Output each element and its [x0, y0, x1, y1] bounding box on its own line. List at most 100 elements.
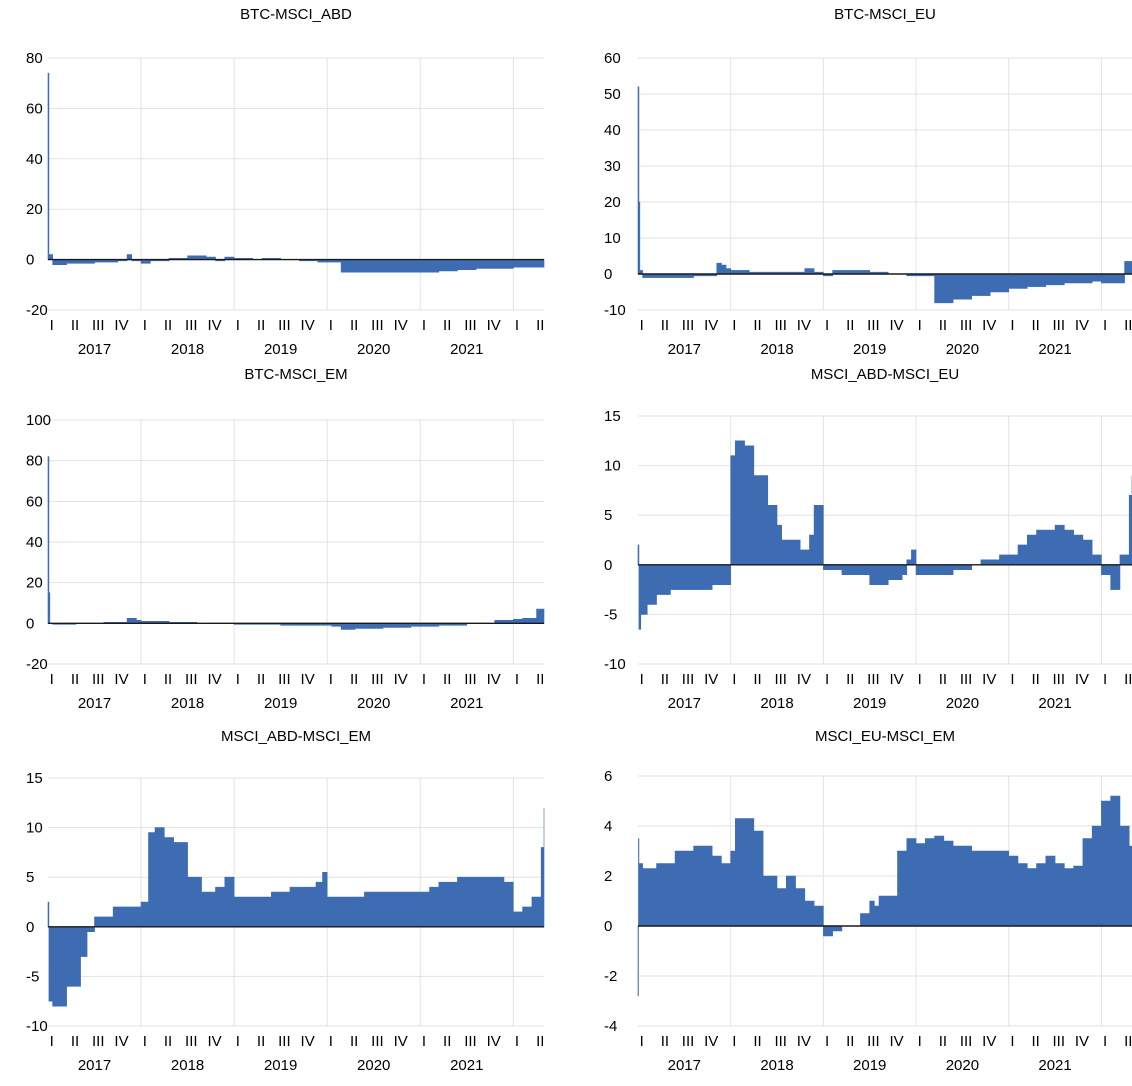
x-quarter-label: I — [422, 317, 426, 334]
x-quarter-label: III — [92, 1033, 105, 1050]
x-quarter-label: I — [236, 1033, 240, 1050]
x-quarter-label: I — [918, 317, 922, 334]
x-quarter-label: II — [164, 317, 172, 334]
x-quarter-label: IV — [704, 1033, 718, 1050]
x-quarter-label: I — [732, 1033, 736, 1050]
x-quarter-label: IV — [704, 317, 718, 334]
x-quarter-label: I — [236, 671, 240, 688]
series-area — [637, 86, 1132, 304]
x-year-label: 2017 — [668, 341, 701, 358]
x-quarter-label: III — [278, 317, 291, 334]
x-quarter-label: III — [464, 1033, 477, 1050]
x-year-label: 2018 — [760, 695, 793, 712]
x-quarter-label: I — [825, 1033, 829, 1050]
x-year-label: 2021 — [450, 341, 483, 358]
x-year-label: 2019 — [264, 1057, 297, 1074]
y-tick-label: 10 — [26, 820, 43, 837]
x-quarter-label: III — [867, 671, 880, 688]
x-quarter-label: I — [50, 317, 54, 334]
series-area — [47, 807, 545, 1007]
x-year-label: 2018 — [760, 341, 793, 358]
x-quarter-label: IV — [487, 1033, 501, 1050]
x-year-label: 2019 — [264, 695, 297, 712]
x-year-label: 2018 — [171, 695, 204, 712]
x-quarter-label: IV — [114, 317, 128, 334]
x-quarter-label: I — [1010, 1033, 1014, 1050]
y-tick-label: -10 — [604, 302, 626, 319]
x-quarter-label: III — [185, 671, 198, 688]
x-year-label: 2020 — [946, 695, 979, 712]
x-quarter-label: IV — [1075, 1033, 1089, 1050]
x-quarter-label: IV — [982, 317, 996, 334]
y-tick-label: 40 — [26, 151, 43, 168]
x-year-label: 2019 — [853, 695, 886, 712]
x-quarter-label: II — [1031, 317, 1039, 334]
x-quarter-label: I — [422, 671, 426, 688]
x-quarter-label: I — [1010, 317, 1014, 334]
x-quarter-label: II — [1124, 671, 1132, 688]
x-quarter-label: II — [1031, 671, 1039, 688]
x-quarter-label: I — [329, 671, 333, 688]
x-quarter-label: IV — [889, 317, 903, 334]
x-quarter-label: I — [640, 671, 644, 688]
y-tick-label: 5 — [604, 507, 612, 524]
x-quarter-label: III — [682, 317, 695, 334]
x-quarter-label: I — [143, 671, 147, 688]
x-quarter-label: II — [753, 1033, 761, 1050]
x-quarter-label: III — [867, 1033, 880, 1050]
x-quarter-label: III — [371, 1033, 384, 1050]
x-quarter-label: III — [185, 1033, 198, 1050]
x-quarter-label: III — [774, 317, 787, 334]
x-quarter-label: IV — [394, 671, 408, 688]
x-quarter-label: I — [918, 671, 922, 688]
y-tick-label: 4 — [604, 818, 612, 835]
y-tick-label: -5 — [26, 968, 39, 985]
x-quarter-label: IV — [487, 671, 501, 688]
y-tick-label: 15 — [604, 408, 621, 425]
x-quarter-label: IV — [487, 317, 501, 334]
x-quarter-label: I — [918, 1033, 922, 1050]
x-year-label: 2017 — [668, 1057, 701, 1074]
x-quarter-label: I — [143, 1033, 147, 1050]
x-quarter-label: II — [350, 1033, 358, 1050]
x-quarter-label: III — [371, 671, 384, 688]
x-year-label: 2021 — [1038, 341, 1071, 358]
x-quarter-label: I — [1103, 1033, 1107, 1050]
x-quarter-label: I — [515, 1033, 519, 1050]
y-tick-label: 2 — [604, 868, 612, 885]
x-quarter-label: I — [329, 1033, 333, 1050]
x-quarter-label: III — [774, 1033, 787, 1050]
x-quarter-label: III — [1053, 671, 1066, 688]
chart-title: BTC-MSCI_ABD — [240, 6, 352, 23]
x-quarter-label: III — [960, 671, 973, 688]
y-tick-label: 0 — [26, 252, 34, 269]
x-year-label: 2021 — [450, 1057, 483, 1074]
x-quarter-label: II — [257, 317, 265, 334]
chart-title: MSCI_EU-MSCI_EM — [814, 728, 956, 745]
x-quarter-label: IV — [982, 1033, 996, 1050]
series-area — [637, 795, 1132, 997]
x-year-label: 2021 — [1038, 1057, 1071, 1074]
x-quarter-label: IV — [394, 1033, 408, 1050]
x-quarter-label: IV — [207, 1033, 221, 1050]
x-quarter-label: I — [1010, 671, 1014, 688]
y-tick-label: 0 — [26, 615, 34, 632]
x-quarter-label: IV — [889, 1033, 903, 1050]
x-year-label: 2018 — [171, 1057, 204, 1074]
x-year-label: 2020 — [946, 341, 979, 358]
series-area — [47, 72, 545, 273]
x-quarter-label: IV — [704, 671, 718, 688]
x-quarter-label: III — [464, 317, 477, 334]
x-quarter-label: III — [682, 671, 695, 688]
x-quarter-label: I — [515, 671, 519, 688]
x-quarter-label: IV — [1075, 671, 1089, 688]
x-year-label: 2020 — [357, 1057, 390, 1074]
y-tick-label: 40 — [604, 122, 621, 139]
x-quarter-label: III — [464, 671, 477, 688]
x-quarter-label: I — [1103, 671, 1107, 688]
series-area — [47, 456, 545, 630]
x-quarter-label: IV — [207, 317, 221, 334]
x-quarter-label: IV — [889, 671, 903, 688]
